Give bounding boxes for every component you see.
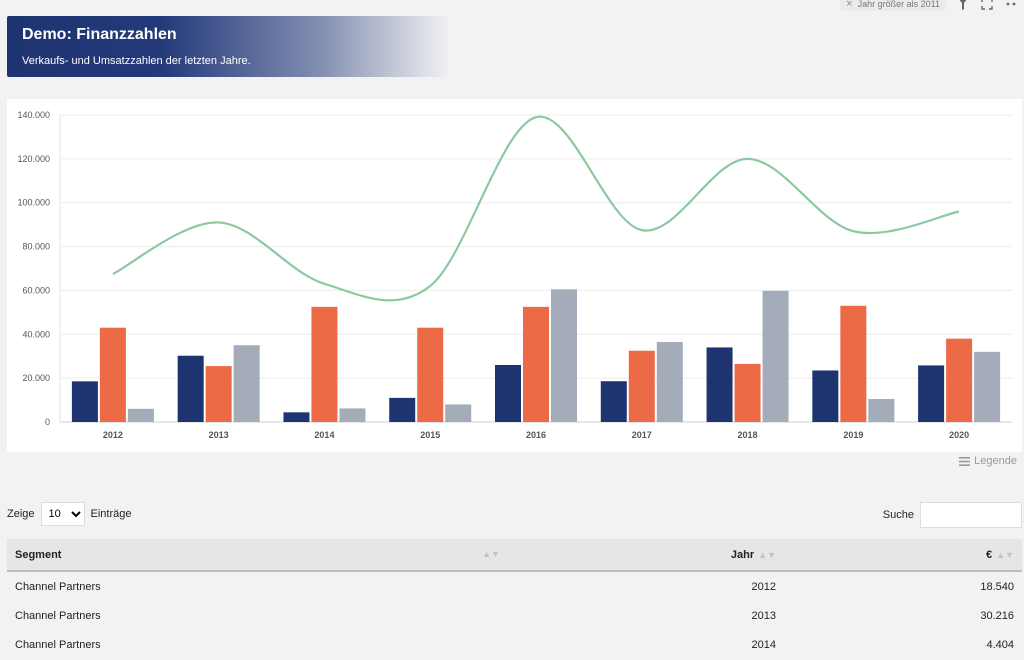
- column-header-label: Segment: [15, 548, 62, 561]
- bar: [233, 345, 260, 422]
- more-icon[interactable]: [1004, 0, 1018, 11]
- sort-icon: ▲▼: [482, 548, 500, 559]
- cell-year: 2014: [751, 638, 776, 651]
- bar: [918, 365, 945, 422]
- y-tick-label: 140.000: [17, 110, 50, 120]
- entries-suffix: Einträge: [90, 508, 132, 520]
- column-header-year[interactable]: Jahr ▲▼: [508, 539, 784, 572]
- x-tick-label: 2015: [420, 430, 440, 440]
- bar: [628, 350, 655, 422]
- table-row[interactable]: Channel Partners 2012 18.540: [7, 571, 1022, 601]
- bar: [812, 370, 839, 422]
- bar: [523, 306, 549, 422]
- y-tick-label: 20.000: [22, 373, 50, 383]
- cell-segment: Channel Partners: [15, 638, 101, 651]
- bar: [127, 408, 154, 422]
- series-line: [112, 115, 960, 302]
- bar: [868, 398, 895, 422]
- x-tick-label: 2019: [843, 430, 863, 440]
- filter-chip-label: Jahr größer als 2011: [857, 0, 940, 9]
- search-label: Suche: [882, 509, 914, 521]
- sort-icon: ▲▼: [758, 549, 776, 560]
- x-tick-label: 2012: [103, 430, 123, 440]
- y-tick-label: 80.000: [22, 242, 50, 252]
- table-row[interactable]: Channel Partners 2013 30.216: [7, 601, 1022, 630]
- bar: [762, 290, 789, 422]
- x-tick-label: 2016: [526, 430, 546, 440]
- expand-icon[interactable]: [980, 0, 994, 11]
- page-title: Demo: Finanzzahlen: [22, 26, 177, 43]
- x-tick-label: 2020: [949, 430, 969, 440]
- cell-year: 2012: [751, 580, 776, 593]
- cell-amount: 18.540: [980, 580, 1014, 593]
- filter-chip[interactable]: × Jahr größer als 2011: [840, 0, 946, 11]
- x-tick-label: 2014: [314, 430, 334, 440]
- bar: [71, 381, 98, 422]
- bar: [840, 305, 867, 422]
- table-header-row: Segment ▲▼ Jahr ▲▼ € ▲▼: [7, 539, 1022, 572]
- bar: [205, 366, 232, 422]
- legend-toggle[interactable]: Legende: [959, 455, 1017, 467]
- sort-icon: ▲▼: [996, 549, 1014, 560]
- menu-lines-icon: [959, 456, 971, 466]
- cell-amount: 4.404: [986, 638, 1014, 651]
- bar: [417, 327, 444, 422]
- y-tick-label: 100.000: [17, 198, 50, 208]
- y-tick-label: 120.000: [17, 154, 50, 164]
- finance-chart: 0 20.000 40.000 60.000 80.000 100.000 120.000 1…: [17, 110, 1012, 440]
- bar: [734, 363, 761, 422]
- bar: [177, 355, 204, 422]
- cell-amount: 30.216: [980, 609, 1014, 622]
- x-tick-label: 2017: [632, 430, 652, 440]
- search-input[interactable]: [920, 502, 1022, 528]
- table-search: Suche: [883, 502, 1022, 528]
- page-length-select[interactable]: 10: [40, 502, 85, 526]
- bar: [339, 408, 366, 422]
- column-header-amount[interactable]: € ▲▼: [784, 539, 1022, 572]
- y-tick-label: 40.000: [22, 329, 50, 339]
- page-header: Demo: Finanzzahlen Verkaufs- und Umsatzz…: [7, 16, 450, 77]
- bar: [389, 397, 416, 422]
- close-icon[interactable]: ×: [846, 0, 853, 10]
- bar: [495, 364, 521, 422]
- bar: [445, 404, 472, 422]
- bar: [600, 381, 627, 422]
- legend-toggle-label: Legende: [974, 455, 1017, 467]
- x-tick-label: 2013: [209, 430, 229, 440]
- column-header-label: €: [986, 548, 993, 561]
- bar: [283, 412, 310, 422]
- column-header-segment[interactable]: Segment ▲▼: [7, 539, 508, 572]
- data-table: Segment ▲▼ Jahr ▲▼ € ▲▼ Channel Partners 2…: [7, 539, 1022, 659]
- cell-segment: Channel Partners: [15, 609, 101, 622]
- entries-prefix: Zeige: [7, 508, 35, 520]
- cell-year: 2013: [751, 609, 776, 622]
- bar: [551, 289, 577, 422]
- bar: [974, 351, 1001, 422]
- y-tick-label: 60.000: [22, 285, 50, 295]
- bar: [656, 341, 683, 422]
- bar: [99, 327, 126, 422]
- filter-icon[interactable]: [956, 0, 970, 11]
- bar: [946, 338, 973, 422]
- bar: [311, 306, 338, 422]
- column-header-label: Jahr: [730, 548, 755, 561]
- y-tick-label: 0: [45, 417, 50, 427]
- page-length-control: Zeige 10 Einträge: [7, 502, 132, 526]
- dashboard-toolbar: × Jahr größer als 2011: [840, 0, 1024, 14]
- x-tick-label: 2018: [738, 430, 758, 440]
- chart-panel: 0 20.000 40.000 60.000 80.000 100.000 120.000 1…: [7, 99, 1022, 452]
- page-subtitle: Verkaufs- und Umsatzzahlen der letzten J…: [22, 55, 251, 67]
- cell-segment: Channel Partners: [15, 580, 101, 593]
- bar: [706, 347, 733, 422]
- table-row[interactable]: Channel Partners 2014 4.404: [7, 630, 1022, 659]
